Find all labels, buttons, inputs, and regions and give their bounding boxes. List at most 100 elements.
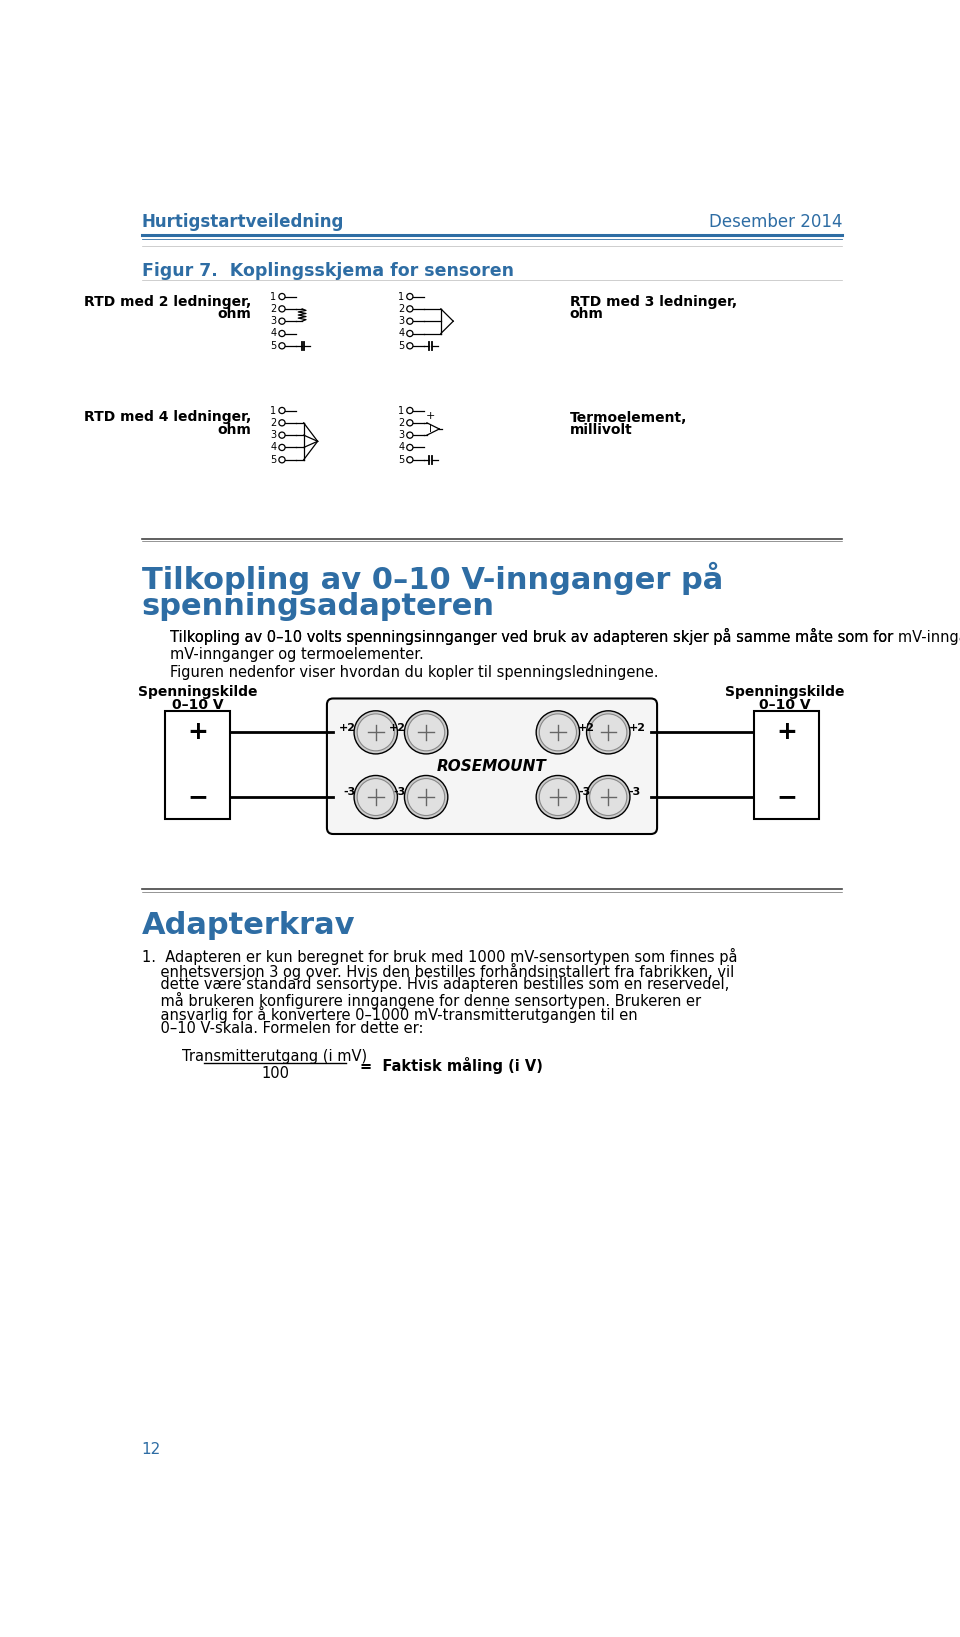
Circle shape [407, 408, 413, 414]
Text: Adapterkrav: Adapterkrav [142, 912, 355, 940]
Text: 12: 12 [142, 1442, 161, 1457]
Circle shape [540, 779, 576, 815]
Circle shape [278, 457, 285, 463]
Text: +: + [187, 720, 208, 745]
Circle shape [589, 714, 627, 751]
Text: RTD med 3 ledninger,: RTD med 3 ledninger, [569, 295, 736, 309]
Text: +: + [425, 411, 435, 421]
Circle shape [404, 710, 447, 755]
Text: 4: 4 [271, 442, 276, 452]
Text: =  Faktisk måling (i V): = Faktisk måling (i V) [360, 1056, 543, 1074]
Text: 0–10 V: 0–10 V [172, 699, 224, 712]
Text: ohm: ohm [569, 308, 604, 321]
Circle shape [278, 342, 285, 349]
Circle shape [537, 710, 580, 755]
Text: Desember 2014: Desember 2014 [708, 213, 842, 231]
Circle shape [278, 408, 285, 414]
Circle shape [407, 432, 413, 439]
Text: 2: 2 [398, 304, 404, 314]
Text: spenningsadapteren: spenningsadapteren [142, 593, 494, 620]
Text: +2: +2 [339, 724, 355, 733]
Text: 2: 2 [398, 417, 404, 427]
Text: Tilkopling av 0–10 volts spenningsinnganger ved bruk av adapteren skjer på samme: Tilkopling av 0–10 volts spenningsinngan… [170, 627, 894, 661]
Circle shape [407, 306, 413, 313]
Text: Figur 7.  Koplingsskjema for sensoren: Figur 7. Koplingsskjema for sensoren [142, 262, 514, 280]
Text: 4: 4 [398, 442, 404, 452]
Circle shape [587, 710, 630, 755]
Text: Spenningskilde: Spenningskilde [725, 686, 845, 699]
Circle shape [407, 293, 413, 300]
Text: Tilkopling av 0–10 volts spenningsinnganger ved bruk av adapteren skjer på samme: Tilkopling av 0–10 volts spenningsinngan… [170, 627, 960, 645]
Text: enhetsversjon 3 og over. Hvis den bestilles forhåndsinstallert fra fabrikken, vi: enhetsversjon 3 og over. Hvis den bestil… [142, 963, 734, 979]
Text: RTD med 2 ledninger,: RTD med 2 ledninger, [84, 295, 252, 309]
Text: 2: 2 [271, 304, 276, 314]
Text: 1: 1 [271, 291, 276, 301]
Text: −: − [187, 786, 208, 809]
Bar [165, 710, 230, 818]
Text: 3: 3 [398, 431, 404, 440]
Text: 1: 1 [398, 406, 404, 416]
Text: 4: 4 [271, 329, 276, 339]
Text: +2: +2 [578, 724, 595, 733]
Text: 1: 1 [398, 291, 404, 301]
Text: -3: -3 [578, 787, 590, 797]
Circle shape [407, 444, 413, 450]
Circle shape [540, 714, 576, 751]
Circle shape [354, 710, 397, 755]
Circle shape [589, 779, 627, 815]
Text: 1: 1 [271, 406, 276, 416]
Circle shape [407, 331, 413, 337]
Circle shape [587, 776, 630, 818]
Circle shape [357, 714, 395, 751]
Text: -3: -3 [629, 787, 640, 797]
Text: Figuren nedenfor viser hvordan du kopler til spenningsledningene.: Figuren nedenfor viser hvordan du kopler… [170, 665, 659, 679]
Text: +2: +2 [629, 724, 645, 733]
Circle shape [407, 419, 413, 426]
Circle shape [537, 776, 580, 818]
Text: 3: 3 [271, 316, 276, 326]
Text: RTD med 4 ledninger,: RTD med 4 ledninger, [84, 411, 252, 424]
Text: 100: 100 [261, 1066, 289, 1080]
Text: ansvarlig for å konvertere 0–1000 mV-transmitterutgangen til en: ansvarlig for å konvertere 0–1000 mV-tra… [142, 1007, 637, 1023]
Text: 0–10 V: 0–10 V [759, 699, 811, 712]
Text: Termoelement,: Termoelement, [569, 411, 686, 424]
Text: 1.  Adapteren er kun beregnet for bruk med 1000 mV-sensortypen som finnes på: 1. Adapteren er kun beregnet for bruk me… [142, 948, 737, 964]
Text: +2: +2 [389, 724, 406, 733]
Text: dette være standard sensortype. Hvis adapteren bestilles som en reservedel,: dette være standard sensortype. Hvis ada… [142, 977, 729, 992]
Circle shape [407, 457, 413, 463]
Text: 4: 4 [398, 329, 404, 339]
Circle shape [278, 432, 285, 439]
Circle shape [354, 776, 397, 818]
Text: −: − [776, 786, 797, 809]
Text: +: + [776, 720, 797, 745]
Text: Tilkopling av 0–10 V-innganger på: Tilkopling av 0–10 V-innganger på [142, 561, 723, 594]
Circle shape [278, 419, 285, 426]
Text: 3: 3 [398, 316, 404, 326]
Text: millivolt: millivolt [569, 422, 633, 437]
Circle shape [408, 779, 444, 815]
Text: -3: -3 [394, 787, 406, 797]
Circle shape [357, 779, 395, 815]
Text: 5: 5 [398, 455, 404, 465]
Circle shape [278, 306, 285, 313]
Circle shape [278, 444, 285, 450]
Text: -3: -3 [344, 787, 355, 797]
Circle shape [278, 293, 285, 300]
Text: Spenningskilde: Spenningskilde [137, 686, 257, 699]
Circle shape [407, 318, 413, 324]
Text: ohm: ohm [218, 422, 252, 437]
Circle shape [404, 776, 447, 818]
Text: 5: 5 [271, 455, 276, 465]
Text: I: I [428, 424, 431, 434]
Circle shape [278, 331, 285, 337]
Bar [754, 710, 819, 818]
Text: 0–10 V-skala. Formelen for dette er:: 0–10 V-skala. Formelen for dette er: [142, 1021, 423, 1036]
Circle shape [407, 342, 413, 349]
Text: 5: 5 [398, 340, 404, 350]
Text: Hurtigstartveiledning: Hurtigstartveiledning [142, 213, 344, 231]
Text: ROSEMOUNT: ROSEMOUNT [437, 758, 547, 774]
FancyBboxPatch shape [327, 699, 657, 833]
Text: 5: 5 [271, 340, 276, 350]
Circle shape [278, 318, 285, 324]
Text: 3: 3 [271, 431, 276, 440]
